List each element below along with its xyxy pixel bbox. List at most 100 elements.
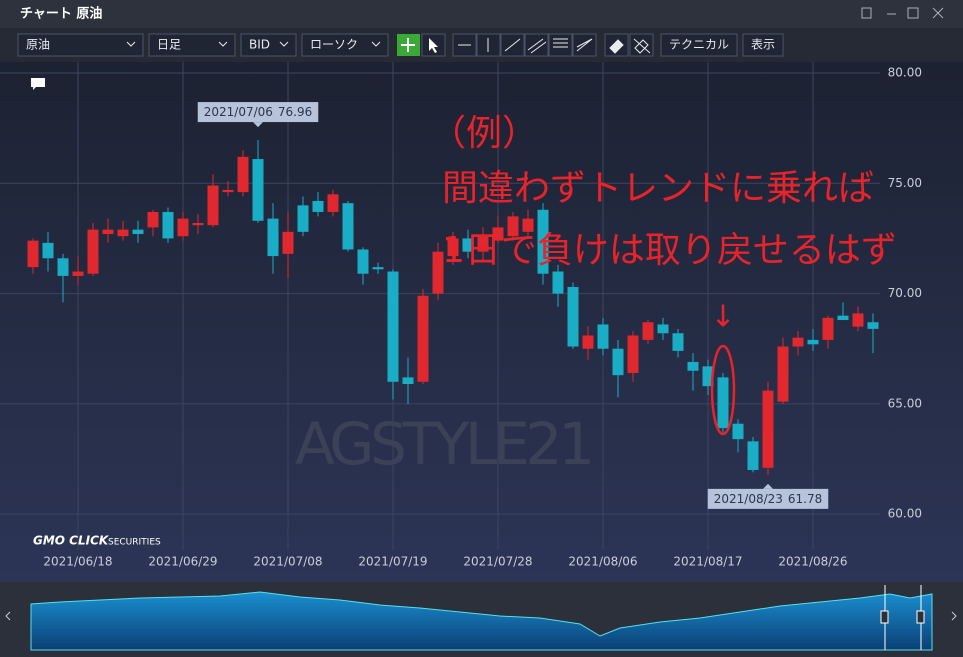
candle-body bbox=[702, 366, 714, 387]
candle-body bbox=[147, 211, 159, 228]
candle-body bbox=[342, 203, 354, 250]
tooltip-text: 2021/07/06 76.96 bbox=[204, 105, 313, 119]
toolbar-button[interactable]: テクニカル bbox=[660, 33, 738, 57]
candle-body bbox=[282, 231, 294, 254]
watermark: AGSTYLE21 bbox=[295, 410, 595, 478]
candle-body bbox=[102, 229, 114, 235]
x-tick-label: 2021/06/29 bbox=[148, 555, 217, 569]
candle-body bbox=[852, 313, 864, 327]
candle-body bbox=[717, 377, 729, 429]
x-tick-label: 2021/08/06 bbox=[568, 555, 637, 569]
candle-body bbox=[192, 223, 204, 226]
x-tick-label: 2021/08/26 bbox=[778, 555, 847, 569]
nav-handles[interactable] bbox=[880, 585, 925, 650]
symbol-select[interactable]: 原油 bbox=[17, 33, 144, 57]
title-bar bbox=[0, 0, 963, 28]
candle-body bbox=[732, 423, 744, 440]
y-tick-label: 60.00 bbox=[888, 507, 922, 521]
candle-body bbox=[867, 322, 879, 329]
x-tick-label: 2021/07/08 bbox=[253, 555, 322, 569]
period-select[interactable]: 日足 bbox=[148, 33, 236, 57]
tooltip-value: 76.96 bbox=[278, 105, 312, 119]
candle-body bbox=[207, 185, 219, 226]
x-tick-label: 2021/07/19 bbox=[358, 555, 427, 569]
tooltip-box bbox=[197, 102, 319, 123]
candle-body bbox=[642, 322, 654, 340]
candle-body bbox=[252, 159, 264, 221]
side: BID bbox=[249, 38, 270, 52]
overlay-arrow: ↓ bbox=[710, 300, 735, 335]
candle-body bbox=[432, 251, 444, 294]
comment-icon[interactable] bbox=[31, 78, 45, 90]
symbol: 原油 bbox=[26, 38, 50, 52]
button-label: 表示 bbox=[751, 38, 775, 52]
candle-body bbox=[57, 258, 69, 276]
nav-left[interactable] bbox=[5, 611, 11, 621]
pointer-tool[interactable] bbox=[421, 33, 446, 57]
side-select[interactable]: BID bbox=[240, 33, 297, 57]
candle-body bbox=[552, 271, 564, 294]
y-tick-label: 70.00 bbox=[888, 286, 922, 300]
toolbar-button[interactable]: 表示 bbox=[742, 33, 784, 57]
tooltip-date: 2021/08/23 bbox=[714, 491, 783, 505]
crosshair-tool[interactable] bbox=[397, 34, 420, 56]
candle-body bbox=[117, 229, 129, 237]
candle-body bbox=[447, 238, 459, 257]
overlay-text: 間違わずトレンドに乗れば bbox=[442, 168, 874, 209]
highlight-ellipse bbox=[710, 344, 736, 436]
window-title: チャート 原油 bbox=[20, 6, 102, 22]
candle-body bbox=[537, 209, 549, 274]
candle-body bbox=[612, 348, 624, 376]
button-label: テクニカル bbox=[669, 38, 729, 52]
candle-body bbox=[597, 324, 609, 349]
candle-body bbox=[417, 295, 429, 382]
candle-body bbox=[687, 361, 699, 371]
button-frame bbox=[742, 33, 784, 57]
tooltip-text: 2021/08/23 61.78 bbox=[714, 491, 823, 505]
nav-right[interactable] bbox=[951, 611, 957, 621]
candle-body bbox=[327, 194, 339, 212]
candle-body bbox=[162, 211, 174, 239]
draw-tools[interactable] bbox=[452, 33, 654, 57]
navigator-area bbox=[30, 591, 933, 651]
candle-body bbox=[477, 236, 489, 252]
logo-sub: SECURITIES bbox=[108, 538, 161, 548]
candle-body bbox=[582, 335, 594, 349]
tooltip-value: 61.78 bbox=[788, 491, 822, 505]
tooltip-pointer bbox=[253, 122, 263, 128]
candle-body bbox=[627, 335, 639, 373]
style-select[interactable]: ローソク bbox=[301, 33, 389, 57]
overlay-text: 1日で負けは取り戻せるはず bbox=[442, 230, 897, 271]
candle-body bbox=[27, 240, 39, 268]
y-tick-label: 80.00 bbox=[888, 66, 922, 80]
price-tooltip: 2021/08/23 61.78 bbox=[707, 483, 829, 509]
candle-body bbox=[372, 267, 384, 270]
tooltip-box bbox=[707, 488, 829, 509]
candle-body bbox=[672, 333, 684, 351]
button-frame bbox=[660, 33, 738, 57]
candle-body bbox=[237, 156, 249, 193]
candle-body bbox=[357, 249, 369, 274]
candle-body bbox=[42, 242, 54, 259]
overlay-text: （例） bbox=[430, 113, 538, 154]
candle-body bbox=[507, 216, 519, 237]
candle-body bbox=[177, 218, 189, 237]
candle-body bbox=[747, 441, 759, 471]
tooltip-date: 2021/07/06 bbox=[204, 105, 273, 119]
x-tick-label: 2021/07/28 bbox=[463, 555, 532, 569]
candle-body bbox=[492, 227, 504, 241]
candle-body bbox=[822, 317, 834, 340]
candle-body bbox=[267, 218, 279, 257]
period: 日足 bbox=[157, 38, 181, 52]
logo-brand: GMO CLICK bbox=[33, 534, 110, 548]
candle-body bbox=[837, 315, 849, 321]
candle-body bbox=[807, 339, 819, 345]
window-controls[interactable] bbox=[861, 7, 944, 19]
price-tooltip: 2021/07/06 76.96 bbox=[197, 102, 319, 128]
candle-body bbox=[522, 218, 534, 232]
candle-body bbox=[792, 337, 804, 347]
candle-body bbox=[387, 271, 399, 382]
candle-body bbox=[657, 324, 669, 334]
x-tick-label: 2021/06/18 bbox=[43, 555, 112, 569]
